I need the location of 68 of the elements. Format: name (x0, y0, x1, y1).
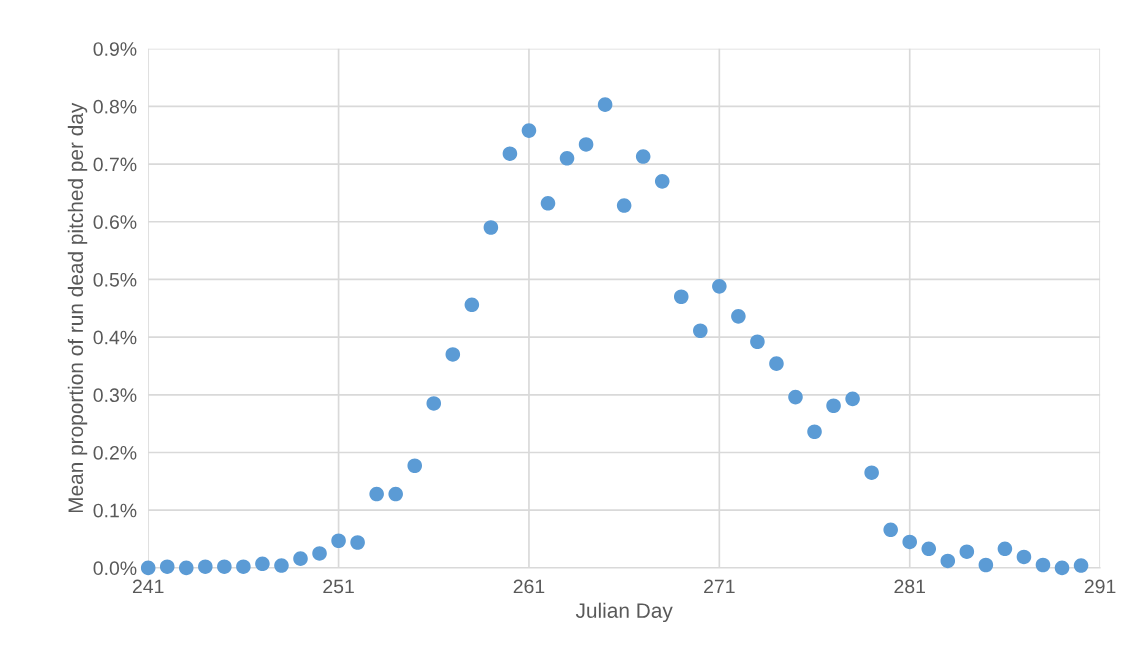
x-tick-label: 251 (323, 579, 354, 594)
point (902, 534, 917, 550)
y-tick-label: 0.1% (93, 503, 137, 518)
point (750, 334, 765, 350)
point (502, 146, 518, 161)
x-tick-label: 271 (704, 579, 735, 594)
x-axis-title: Julian Day (575, 602, 673, 623)
point (959, 544, 975, 560)
point (312, 546, 327, 561)
y-tick-label: 0.6% (93, 215, 137, 229)
point (445, 347, 461, 362)
point (369, 486, 384, 502)
point (350, 535, 365, 550)
point (712, 279, 727, 294)
x-tick-label: 291 (1084, 579, 1116, 594)
y-tick-label: 0.3% (93, 388, 137, 403)
point (616, 198, 632, 213)
point (693, 323, 708, 339)
point (731, 309, 746, 324)
y-tick-label: 0.9% (93, 42, 137, 56)
point (140, 560, 156, 576)
point (635, 149, 651, 164)
point (388, 486, 403, 502)
point (1035, 557, 1051, 573)
point (1054, 560, 1070, 576)
point (997, 541, 1013, 557)
point (578, 137, 594, 152)
y-tick-label: 0.0% (93, 561, 137, 576)
point (921, 541, 937, 557)
point (198, 559, 213, 574)
y-tick-label: 0.8% (93, 99, 137, 114)
point (788, 389, 803, 405)
point (673, 289, 689, 305)
point (407, 458, 423, 474)
point (236, 559, 251, 574)
point (331, 533, 346, 549)
point (769, 356, 784, 371)
point (426, 396, 442, 411)
point (883, 522, 898, 538)
x-tick-label: 241 (132, 579, 164, 594)
point (1073, 558, 1089, 573)
x-tick-label: 281 (894, 579, 925, 594)
point (540, 196, 556, 211)
point (255, 556, 270, 572)
point (845, 391, 860, 407)
x-tick-label: 261 (513, 579, 545, 594)
point (483, 220, 499, 235)
point (293, 551, 308, 566)
point (159, 559, 175, 574)
point (826, 398, 841, 414)
y-tick-label: 0.7% (93, 157, 137, 172)
y-tick-label: 0.2% (93, 445, 137, 460)
point (864, 465, 879, 480)
point (464, 297, 480, 313)
point (521, 123, 537, 138)
point (1016, 549, 1032, 565)
point (559, 151, 575, 166)
point (978, 557, 994, 573)
y-axis-title: Mean proportion of run dead pitched per day (67, 102, 88, 513)
point (654, 174, 670, 189)
y-tick-label: 0.5% (93, 272, 137, 287)
y-tick-label: 0.4% (93, 330, 137, 345)
point (940, 553, 956, 569)
point (274, 558, 289, 573)
point (597, 97, 613, 112)
point (217, 559, 232, 574)
point (178, 560, 194, 576)
point (807, 424, 822, 440)
